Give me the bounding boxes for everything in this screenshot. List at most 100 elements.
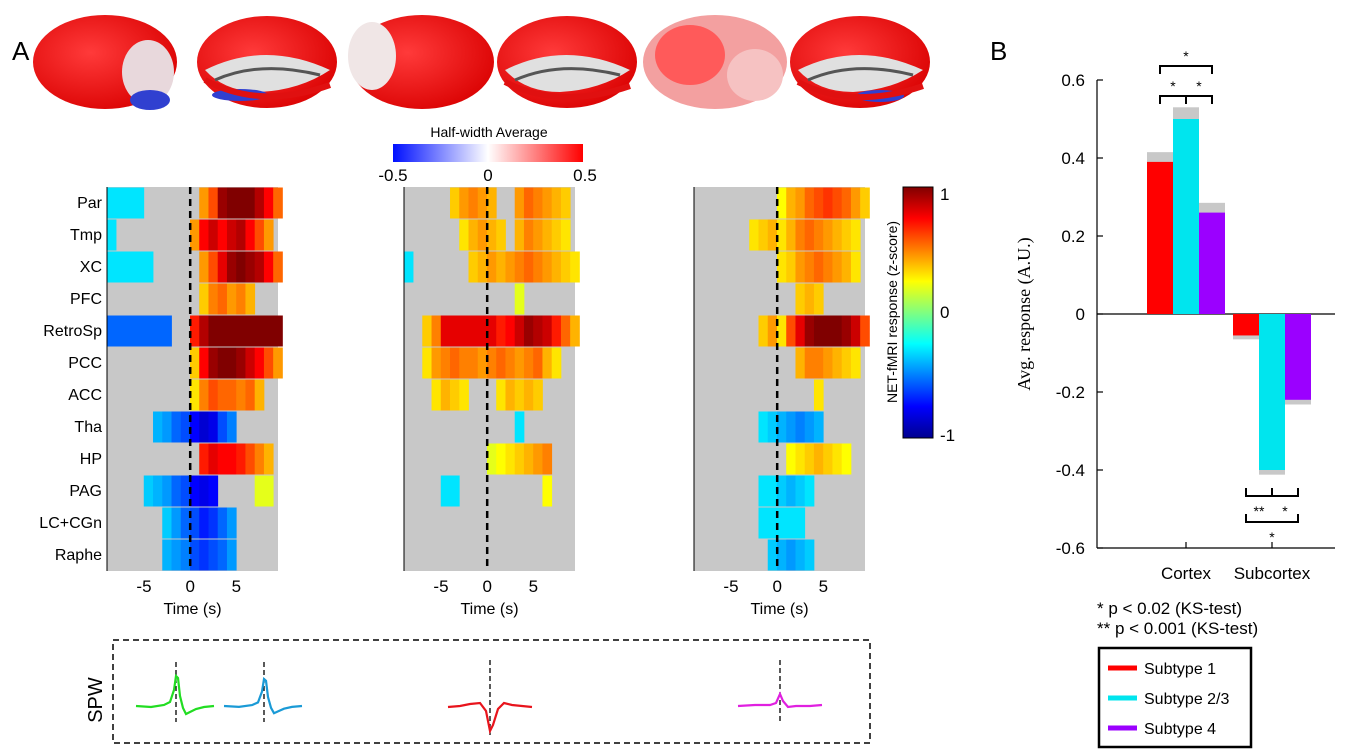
heatmap-cell xyxy=(208,507,219,539)
heatmap-cell xyxy=(776,475,787,507)
heatmap-x-label: Time (s) xyxy=(163,601,221,618)
heatmap-cell xyxy=(523,315,534,347)
top-colorbar-title: Half-width Average xyxy=(430,124,547,140)
heatmap-cell xyxy=(514,379,525,411)
significance-note-1: * p < 0.02 (KS-test) xyxy=(1097,599,1242,618)
heatmap-cell xyxy=(153,475,163,507)
heatmap-cell xyxy=(523,443,534,475)
heatmap-cell xyxy=(468,315,479,347)
heatmap-cell xyxy=(776,251,787,283)
heatmap-cell xyxy=(199,187,209,219)
significance-note-2: ** p < 0.001 (KS-test) xyxy=(1097,619,1258,638)
heatmap-background xyxy=(107,187,278,571)
heatmap-cell xyxy=(523,187,534,219)
heatmap-cell xyxy=(226,411,237,443)
heatmap-cell xyxy=(171,411,182,443)
heatmap-a-subtype1: -5 0 5 Time (s) Par Tmp XC PFC RetroSp PCC ACC Tha H… xyxy=(39,187,283,618)
heatmap-x-tick: -5 xyxy=(433,577,448,596)
heatmap-cell xyxy=(533,315,543,347)
heatmap-cell xyxy=(162,315,172,347)
heatmap-cell xyxy=(533,379,543,411)
heatmap-row-label: ACC xyxy=(68,387,102,404)
heatmap-cell xyxy=(850,315,861,347)
bar-x-tick-label: Subcortex xyxy=(1234,564,1311,583)
heatmap-cell xyxy=(134,315,145,347)
heatmap-cell xyxy=(551,219,562,251)
significance-bracket xyxy=(1245,514,1299,523)
heatmap-cell xyxy=(153,411,163,443)
heatmap-cell xyxy=(486,443,497,475)
heatmap-cell xyxy=(813,379,824,411)
heatmap-cell xyxy=(542,443,553,475)
heatmap-cell xyxy=(263,443,274,475)
heatmap-cell xyxy=(758,411,769,443)
heatmap-cell xyxy=(162,507,172,539)
bar-y-tick-label: -0.6 xyxy=(1056,539,1085,558)
heatmap-cell xyxy=(125,251,135,283)
heatmap-cell xyxy=(459,379,469,411)
heatmap-cell xyxy=(263,475,274,507)
heatmap-cell xyxy=(523,219,534,251)
heatmap-cell xyxy=(758,475,769,507)
heatmap-cell xyxy=(542,475,553,507)
significance-star: * xyxy=(1170,78,1176,94)
heatmap-cell xyxy=(263,251,274,283)
heatmap-cell xyxy=(273,187,283,219)
heatmap-cell xyxy=(217,379,228,411)
right-colorbar-title: NET-fMRI response (z-score) xyxy=(884,221,900,403)
heatmap-row-label: LC+CGn xyxy=(39,515,102,532)
heatmap-cell xyxy=(841,187,852,219)
heatmap-cell xyxy=(813,187,824,219)
heatmap-cell xyxy=(236,187,246,219)
heatmap-cell xyxy=(226,507,237,539)
heatmap-cell xyxy=(767,411,778,443)
heatmap-cell xyxy=(823,187,833,219)
bar-y-tick-label: 0 xyxy=(1076,305,1085,324)
heatmap-x-tick: 0 xyxy=(185,577,194,596)
heatmap-cell xyxy=(459,219,469,251)
heatmap-cell xyxy=(273,347,283,379)
heatmap-cell xyxy=(254,187,265,219)
heatmap-cell xyxy=(514,251,525,283)
heatmap-cell xyxy=(199,283,209,315)
heatmap-row-label: Tmp xyxy=(70,227,102,244)
heatmap-cell xyxy=(189,379,200,411)
heatmap-cell xyxy=(823,315,833,347)
heatmap-cell xyxy=(468,219,479,251)
bar-y-tick-label: -0.4 xyxy=(1056,461,1085,480)
heatmap-cell xyxy=(776,539,787,571)
heatmap-cell xyxy=(860,187,870,219)
bar xyxy=(1285,314,1311,400)
bar-y-tick-label: 0.6 xyxy=(1061,71,1085,90)
heatmap-cell xyxy=(171,475,182,507)
heatmap-cell xyxy=(263,315,274,347)
heatmap-cell xyxy=(850,219,861,251)
heatmap-cell xyxy=(422,315,432,347)
spw-trace-blue xyxy=(223,676,303,715)
heatmap-cell xyxy=(403,251,414,283)
heatmap-cell xyxy=(459,187,469,219)
panel-label-a: A xyxy=(12,36,30,66)
heatmap-cell xyxy=(776,315,787,347)
significance-star: * xyxy=(1282,503,1288,519)
heatmap-cell xyxy=(570,315,580,347)
significance-bracket xyxy=(1271,488,1299,497)
heatmap-cell xyxy=(263,347,274,379)
brain-image-subtype23-medial xyxy=(497,16,637,108)
heatmap-cell xyxy=(505,379,516,411)
heatmap-cell xyxy=(832,251,843,283)
heatmap-cell xyxy=(226,283,237,315)
heatmap-cell xyxy=(450,475,460,507)
bar xyxy=(1173,119,1199,314)
heatmap-cell xyxy=(786,251,796,283)
heatmap-cell xyxy=(236,219,246,251)
heatmap-row-label: Tha xyxy=(74,419,102,436)
heatmap-cell xyxy=(505,443,516,475)
heatmap-cell xyxy=(431,379,442,411)
heatmap-cell xyxy=(199,475,209,507)
heatmap-cell xyxy=(533,251,543,283)
heatmap-cell xyxy=(440,347,451,379)
spw-trace-red xyxy=(447,701,533,735)
heatmap-cell xyxy=(226,347,237,379)
